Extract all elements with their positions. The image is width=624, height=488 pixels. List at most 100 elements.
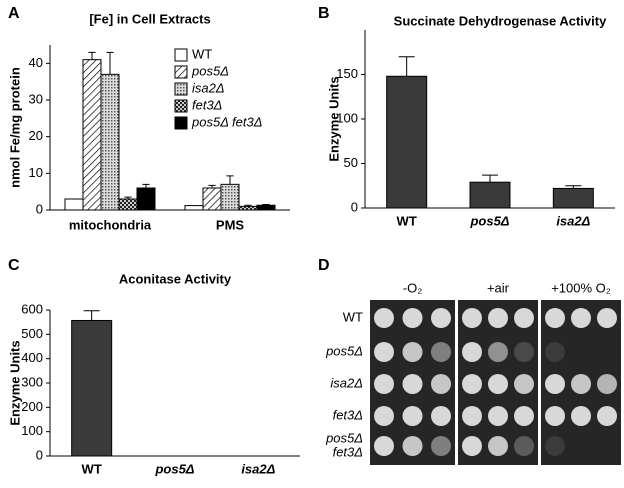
x-tick-label: PMS bbox=[216, 217, 245, 232]
colony-spot bbox=[488, 436, 508, 456]
colony-spot bbox=[514, 308, 534, 328]
panel-label: C bbox=[8, 257, 20, 274]
colony-spot bbox=[374, 406, 394, 426]
colony-spot bbox=[545, 308, 565, 328]
x-tick-label: pos5Δ bbox=[154, 461, 194, 476]
colony-spot bbox=[514, 406, 534, 426]
bar bbox=[136, 187, 156, 211]
y-tick-label: 0 bbox=[36, 201, 43, 216]
bar bbox=[469, 181, 511, 209]
y-tick-label: 400 bbox=[21, 350, 43, 365]
bar bbox=[238, 205, 258, 211]
colony-spot bbox=[462, 436, 482, 456]
panel-label: B bbox=[318, 5, 330, 22]
colony-spot bbox=[514, 374, 534, 394]
y-axis-label: nmol Fe/mg protein bbox=[7, 67, 22, 188]
y-tick-label: 20 bbox=[29, 128, 43, 143]
bar bbox=[184, 205, 204, 211]
column-header: -O₂ bbox=[403, 280, 423, 295]
colony-spot bbox=[488, 308, 508, 328]
chart-title: [Fe] in Cell Extracts bbox=[89, 11, 210, 26]
colony-spot bbox=[571, 374, 591, 394]
bar bbox=[118, 198, 138, 211]
bar bbox=[202, 187, 222, 211]
row-label: fet3Δ bbox=[333, 407, 363, 422]
y-tick-label: 10 bbox=[29, 165, 43, 180]
bar bbox=[220, 183, 240, 211]
y-tick-label: 200 bbox=[21, 399, 43, 414]
colony-spot bbox=[374, 374, 394, 394]
colony-spot bbox=[545, 406, 565, 426]
column-header: +air bbox=[487, 280, 510, 295]
colony-spot bbox=[597, 374, 617, 394]
bar bbox=[71, 319, 113, 457]
bar bbox=[552, 187, 594, 209]
colony-spot bbox=[402, 308, 423, 328]
colony-spot bbox=[402, 406, 423, 426]
legend-label: WT bbox=[192, 46, 212, 61]
colony-spot bbox=[431, 342, 451, 362]
colony-spot bbox=[545, 374, 565, 394]
chart-title: Aconitase Activity bbox=[119, 271, 232, 286]
colony-spot bbox=[514, 436, 534, 456]
colony-spot bbox=[462, 374, 482, 394]
bar bbox=[82, 59, 102, 211]
row-label: WT bbox=[343, 309, 363, 324]
bar bbox=[64, 198, 84, 211]
colony-spot bbox=[488, 374, 508, 394]
colony-spot bbox=[402, 436, 423, 456]
y-tick-label: 30 bbox=[29, 91, 43, 106]
legend-swatch bbox=[174, 82, 188, 96]
colony-spot bbox=[545, 436, 565, 456]
error-bar bbox=[244, 204, 252, 207]
colony-spot bbox=[374, 308, 394, 328]
y-axis-label: Enzyme Units bbox=[326, 76, 341, 161]
error-bar bbox=[398, 56, 415, 77]
y-tick-label: 50 bbox=[344, 155, 358, 170]
y-tick-label: 300 bbox=[21, 374, 43, 389]
colony-spot bbox=[488, 406, 508, 426]
legend-label: pos5Δ fet3Δ bbox=[191, 114, 262, 129]
y-tick-label: 0 bbox=[351, 199, 358, 214]
colony-spot bbox=[402, 342, 423, 362]
colony-spot bbox=[462, 342, 482, 362]
legend-swatch bbox=[174, 65, 188, 79]
x-tick-label: WT bbox=[397, 213, 417, 228]
colony-spot bbox=[431, 406, 451, 426]
growth-panel: D-O₂ +air +100% O₂WTpos5Δisa2Δfet3Δpos5Δfe… bbox=[318, 257, 621, 465]
error-bar bbox=[226, 175, 234, 185]
column-header: +100% O₂ bbox=[551, 280, 611, 295]
error-bar bbox=[106, 51, 114, 75]
bar bbox=[256, 204, 276, 211]
error-bar bbox=[208, 184, 216, 188]
colony-spot bbox=[462, 406, 482, 426]
y-tick-label: 150 bbox=[336, 66, 358, 81]
colony-spot bbox=[374, 436, 394, 456]
colony-spot bbox=[571, 308, 591, 328]
y-tick-label: 100 bbox=[21, 423, 43, 438]
row-label: fet3Δ bbox=[333, 444, 363, 459]
y-tick-label: 500 bbox=[21, 326, 43, 341]
x-tick-label: isa2Δ bbox=[241, 461, 275, 476]
y-tick-label: 40 bbox=[29, 55, 43, 70]
chart-title: Succinate Dehydrogenase Activity bbox=[394, 13, 607, 28]
colony-spot bbox=[431, 436, 451, 456]
error-bar bbox=[142, 183, 150, 188]
bar bbox=[386, 75, 428, 209]
colony-spot bbox=[431, 308, 451, 328]
legend-label: isa2Δ bbox=[192, 80, 225, 95]
row-label: isa2Δ bbox=[330, 375, 363, 390]
colony-spot bbox=[402, 374, 423, 394]
panel-label: D bbox=[318, 257, 330, 274]
colony-spot bbox=[571, 406, 591, 426]
error-bar bbox=[83, 310, 100, 321]
colony-spot bbox=[488, 342, 508, 362]
y-tick-label: 600 bbox=[21, 301, 43, 316]
error-bar bbox=[482, 174, 498, 183]
legend-swatch bbox=[174, 116, 188, 130]
colony-spot bbox=[462, 308, 482, 328]
x-tick-label: WT bbox=[82, 461, 102, 476]
y-tick-label: 100 bbox=[336, 110, 358, 125]
